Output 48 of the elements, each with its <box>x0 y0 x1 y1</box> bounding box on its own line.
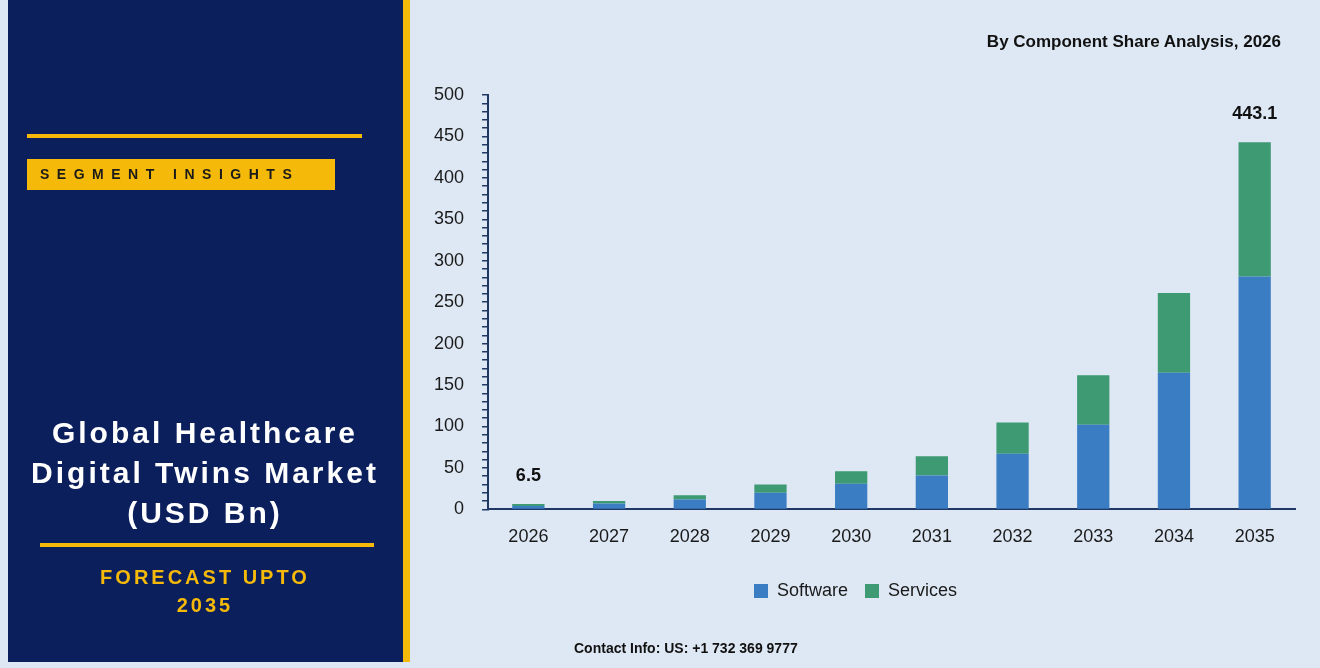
chart-subtitle: By Component Share Analysis, 2026 <box>986 32 1281 51</box>
bar <box>673 495 706 500</box>
text: SEGMENT INSIGHTS <box>40 166 300 182</box>
legend-label: Services <box>888 579 958 600</box>
bar <box>1077 424 1110 509</box>
y-tick-label: 150 <box>433 374 465 395</box>
y-tick-label: 400 <box>433 166 465 187</box>
y-tick-label: 350 <box>433 208 465 229</box>
bar <box>754 484 787 493</box>
bar <box>592 503 626 509</box>
y-tick-label: 300 <box>433 249 465 270</box>
y-tick-label: 0 <box>454 498 465 519</box>
bar <box>996 422 1029 454</box>
bar <box>915 456 948 476</box>
x-tick-label: 2031 <box>911 526 952 547</box>
y-tick-label: 100 <box>433 415 465 436</box>
bar <box>835 471 868 484</box>
y-tick-label: 200 <box>433 332 465 353</box>
x-tick-label: 2029 <box>750 526 791 547</box>
bar <box>1238 142 1271 277</box>
x-tick-label: 2032 <box>992 526 1033 547</box>
legend-label: Software <box>776 579 849 600</box>
text: Contact Info: US: +1 732 369 9777 <box>574 640 798 656</box>
bar <box>754 492 787 509</box>
text: FORECAST UPTO 2035 <box>100 566 310 616</box>
total-label: 6.5 <box>515 464 541 485</box>
x-tick-label: 2035 <box>1234 526 1275 547</box>
y-tick-label: 250 <box>433 291 465 312</box>
bar <box>996 453 1029 509</box>
x-tick-label: 2027 <box>589 526 630 547</box>
x-tick-label: 2033 <box>1073 526 1114 547</box>
y-tick-label: 50 <box>444 456 465 477</box>
y-tick-label: 450 <box>433 125 465 146</box>
bar <box>835 483 868 509</box>
bar <box>1157 372 1191 509</box>
bar <box>1077 375 1110 425</box>
bar <box>1238 276 1271 509</box>
bar <box>1157 293 1191 373</box>
text: Global Healthcare Digital Twins Market (USD Bn) <box>31 416 379 529</box>
bar <box>915 475 948 509</box>
x-tick-label: 2028 <box>669 526 710 547</box>
x-tick-label: 2034 <box>1153 526 1194 547</box>
x-tick-label: 2026 <box>508 526 549 547</box>
bar <box>592 501 626 504</box>
x-tick-label: 2030 <box>831 526 872 547</box>
y-tick-label: 500 <box>433 83 465 104</box>
total-label: 443.1 <box>1232 103 1278 124</box>
bar <box>673 499 706 509</box>
